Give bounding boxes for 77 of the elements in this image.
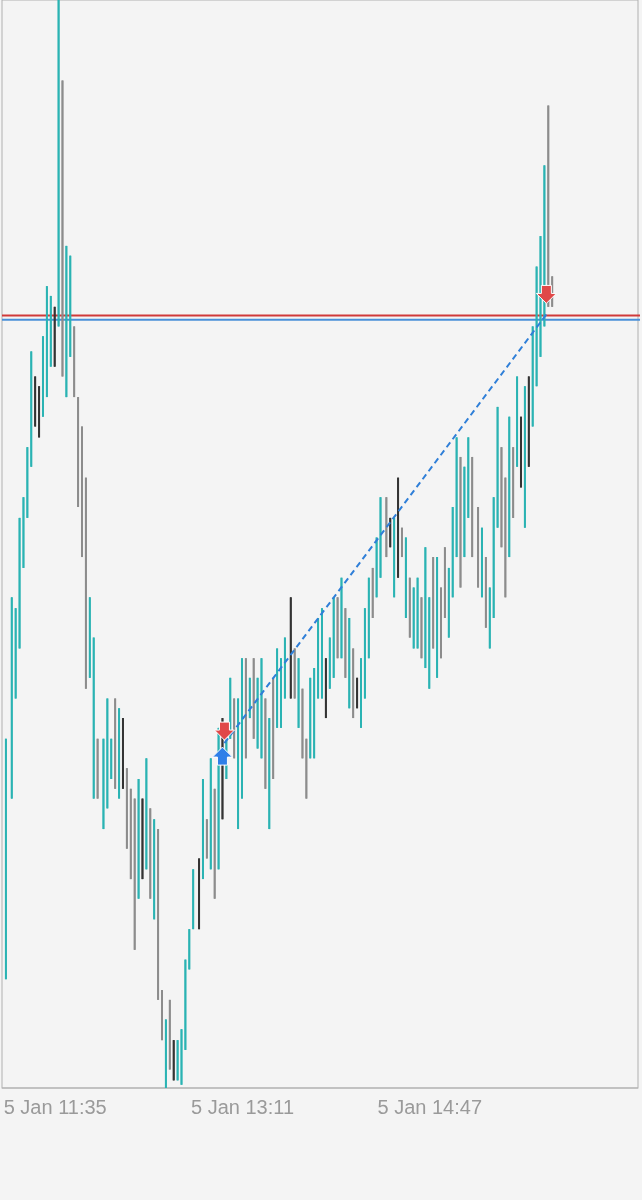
candlestick — [389, 517, 392, 549]
candlestick — [340, 576, 343, 660]
candlestick — [141, 797, 144, 880]
candlestick — [348, 617, 351, 710]
candlestick — [61, 79, 64, 378]
candlestick — [260, 657, 263, 760]
candlestick — [508, 415, 511, 558]
candlestick — [137, 778, 140, 900]
candlestick — [65, 245, 68, 398]
candlestick — [463, 465, 466, 558]
candlestick — [305, 737, 308, 800]
candlestick — [547, 104, 550, 308]
candlestick — [297, 657, 300, 729]
candlestick — [531, 325, 534, 428]
candlestick — [172, 1039, 175, 1082]
candlestick — [519, 415, 522, 489]
candlestick — [293, 647, 296, 700]
candlestick — [289, 596, 292, 700]
candlestick — [379, 496, 382, 579]
candlestick — [412, 586, 415, 650]
candlestick — [467, 436, 470, 519]
candlestick — [459, 456, 462, 589]
candlestick — [336, 596, 339, 660]
candlestick — [424, 546, 427, 669]
candlestick — [160, 989, 163, 1041]
candlestick — [106, 697, 109, 810]
candlestick — [53, 306, 56, 368]
candlestick — [416, 576, 419, 650]
candlestick — [371, 567, 374, 619]
candlestick — [110, 737, 113, 780]
candlestick — [145, 757, 148, 871]
candlestick — [375, 536, 378, 599]
candlestick — [301, 687, 304, 760]
candlestick — [360, 657, 362, 729]
candlestick — [213, 788, 216, 900]
candlestick — [149, 807, 152, 900]
candlestick — [492, 496, 495, 619]
candlestick — [428, 596, 431, 690]
candlestick — [309, 677, 312, 760]
candlestick — [96, 737, 99, 800]
candlestick — [408, 576, 411, 639]
candlestick — [69, 254, 72, 358]
candlestick — [184, 958, 187, 1051]
candlestick — [188, 928, 191, 971]
candlestick — [344, 607, 347, 679]
candlestick — [451, 506, 454, 599]
candlestick — [332, 596, 335, 679]
candlestick — [240, 657, 243, 800]
candlestick — [496, 406, 499, 529]
candlestick — [14, 607, 17, 700]
candlestick — [180, 1028, 183, 1086]
x-tick-label: 5 Jan 11:35 — [3, 1096, 107, 1118]
candlestick — [268, 717, 271, 830]
candlestick — [57, 0, 60, 328]
candlestick — [129, 788, 132, 880]
candlestick — [488, 586, 491, 650]
candlestick — [26, 446, 29, 519]
candlestick — [92, 636, 95, 800]
candlestick — [504, 476, 507, 599]
candlestick — [420, 596, 423, 660]
candlestick — [500, 446, 503, 549]
candlestick — [439, 586, 442, 660]
candlestick — [280, 657, 282, 729]
x-tick-label: 5 Jan 13:11 — [190, 1096, 295, 1118]
candlestick — [102, 737, 105, 830]
candlestick — [209, 757, 212, 871]
candlestick — [455, 436, 458, 558]
candlestick — [30, 350, 33, 468]
x-tick-label: 5 Jan 14:47 — [377, 1096, 483, 1118]
candlestick — [264, 697, 267, 790]
candlestick — [10, 596, 13, 800]
candlestick — [80, 425, 83, 558]
candlestick — [252, 657, 255, 740]
candlestick — [385, 496, 388, 558]
candlestick — [320, 607, 323, 700]
candlestick — [328, 636, 331, 690]
candlestick — [133, 797, 136, 951]
